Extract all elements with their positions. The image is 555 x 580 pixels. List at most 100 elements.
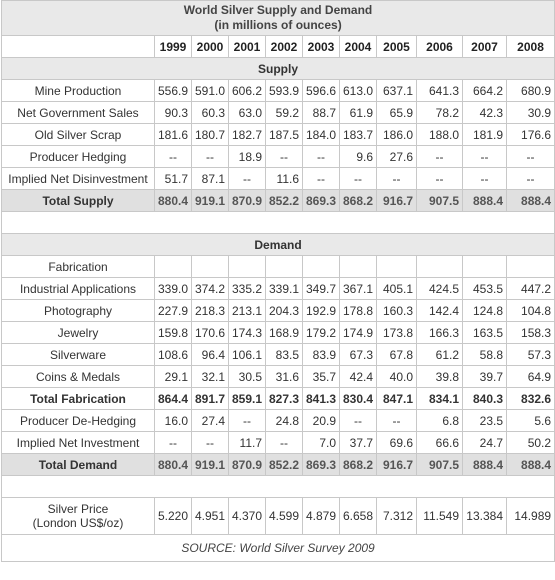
fabrication-row: Industrial Applications 339.0 374.2 335.2 33…: [1, 277, 555, 300]
value-cell: 840.3: [462, 387, 507, 410]
value-cell: 142.4: [416, 299, 463, 322]
value-cell: 160.3: [376, 299, 417, 322]
value-cell: 20.9: [302, 409, 340, 432]
supply-header: Supply: [0, 57, 555, 80]
value-cell: 593.9: [265, 79, 303, 102]
value-cell: 888.4: [505, 189, 555, 212]
value-cell: 204.3: [265, 299, 303, 322]
value-cell: 606.2: [228, 79, 266, 102]
value-cell: --: [154, 145, 192, 168]
value-cell: 179.2: [302, 321, 340, 344]
row-label: Photography: [1, 299, 155, 322]
value-cell: --: [376, 409, 417, 432]
value-cell: 841.3: [302, 387, 340, 410]
value-cell: 453.5: [462, 277, 507, 300]
value-cell: --: [339, 167, 377, 190]
fabrication-row: Photography 227.9 218.3 213.1 204.3 192.9 178.…: [1, 299, 555, 322]
value-cell: --: [416, 167, 463, 190]
value-cell: 32.1: [191, 365, 229, 388]
table-title: World Silver Supply and Demand (in millio…: [0, 0, 555, 36]
value-cell: 30.9: [505, 101, 555, 124]
value-cell: 87.1: [191, 167, 229, 190]
supply-row: Implied Net Disinvestment 51.7 87.1 -- 11.6-…: [1, 167, 555, 190]
row-label: Old Silver Scrap: [1, 123, 155, 146]
row-label: Producer De-Hedging: [1, 409, 155, 432]
value-cell: 218.3: [191, 299, 229, 322]
price-value: 7.312: [376, 497, 417, 535]
value-cell: 67.3: [339, 343, 377, 366]
supply-row: Producer Hedging -- -- 18.9 -- -- 9.6 27.6 -- -- -…: [1, 145, 555, 168]
source-note: SOURCE: World Silver Survey 2009: [0, 534, 555, 562]
supply-header-row: Supply: [0, 57, 555, 80]
value-cell: 27.4: [191, 409, 229, 432]
value-cell: 349.7: [302, 277, 340, 300]
value-cell: 37.7: [339, 431, 377, 454]
value-cell: 227.9: [154, 299, 192, 322]
fabrication-row: Coins & Medals 29.1 32.1 30.5 31.6 35.7 42.4 40…: [1, 365, 555, 388]
value-cell: 11.7: [228, 431, 266, 454]
value-cell: 60.3: [191, 101, 229, 124]
value-cell: 23.5: [462, 409, 507, 432]
value-cell: 88.7: [302, 101, 340, 124]
value-cell: 192.9: [302, 299, 340, 322]
value-cell: 405.1: [376, 277, 417, 300]
value-cell: 919.1: [191, 189, 229, 212]
value-cell: 59.2: [265, 101, 303, 124]
value-cell: 556.9: [154, 79, 192, 102]
value-cell: 163.5: [462, 321, 507, 344]
year-header-row: 1999 2000 2001 2002 2003 2004 2005 2006 2007 2008: [1, 35, 555, 58]
value-cell: 42.4: [339, 365, 377, 388]
row-label: Producer Hedging: [1, 145, 155, 168]
value-cell: 39.8: [416, 365, 463, 388]
row-label: Total Demand: [1, 453, 155, 476]
value-cell: --: [416, 145, 463, 168]
value-cell: 61.9: [339, 101, 377, 124]
table-title-line2: (in millions of ounces): [214, 18, 342, 32]
value-cell: 664.2: [462, 79, 507, 102]
empty-cell: [416, 255, 463, 278]
value-cell: 859.1: [228, 387, 266, 410]
value-cell: 335.2: [228, 277, 266, 300]
value-cell: 51.7: [154, 167, 192, 190]
value-cell: 374.2: [191, 277, 229, 300]
empty-cell: [154, 255, 192, 278]
demand-row: Producer De-Hedging 16.0 27.4 -- 24.8 20.9 -- -…: [1, 409, 555, 432]
price-value: 14.989: [505, 497, 555, 535]
value-cell: 40.0: [376, 365, 417, 388]
value-cell: 66.6: [416, 431, 463, 454]
value-cell: 869.3: [302, 189, 340, 212]
value-cell: 7.0: [302, 431, 340, 454]
value-cell: 424.5: [416, 277, 463, 300]
total-fabrication-row: Total Fabrication 864.4 891.7 859.1 827.3 841…: [1, 387, 555, 410]
value-cell: 83.9: [302, 343, 340, 366]
spacer-row: [0, 475, 555, 498]
value-cell: 159.8: [154, 321, 192, 344]
value-cell: 104.8: [505, 299, 555, 322]
empty-cell: [191, 255, 229, 278]
total-supply-row: Total Supply 880.4 919.1 870.9 852.2 869.3 868…: [1, 189, 555, 212]
value-cell: --: [505, 167, 555, 190]
value-cell: 180.7: [191, 123, 229, 146]
year-header: 2008: [505, 35, 555, 58]
value-cell: 187.5: [265, 123, 303, 146]
value-cell: --: [191, 431, 229, 454]
value-cell: 31.6: [265, 365, 303, 388]
value-cell: 16.0: [154, 409, 192, 432]
value-cell: 35.7: [302, 365, 340, 388]
value-cell: 864.4: [154, 387, 192, 410]
value-cell: --: [265, 431, 303, 454]
value-cell: 188.0: [416, 123, 463, 146]
price-value: 5.220: [154, 497, 192, 535]
fabrication-label-row: Fabrication: [1, 255, 555, 278]
value-cell: 907.5: [416, 189, 463, 212]
value-cell: 63.0: [228, 101, 266, 124]
year-header: 1999: [154, 35, 192, 58]
value-cell: --: [191, 145, 229, 168]
value-cell: 65.9: [376, 101, 417, 124]
value-cell: --: [265, 145, 303, 168]
value-cell: 6.8: [416, 409, 463, 432]
value-cell: 827.3: [265, 387, 303, 410]
price-value: 4.370: [228, 497, 266, 535]
value-cell: 447.2: [505, 277, 555, 300]
value-cell: 868.2: [339, 453, 377, 476]
